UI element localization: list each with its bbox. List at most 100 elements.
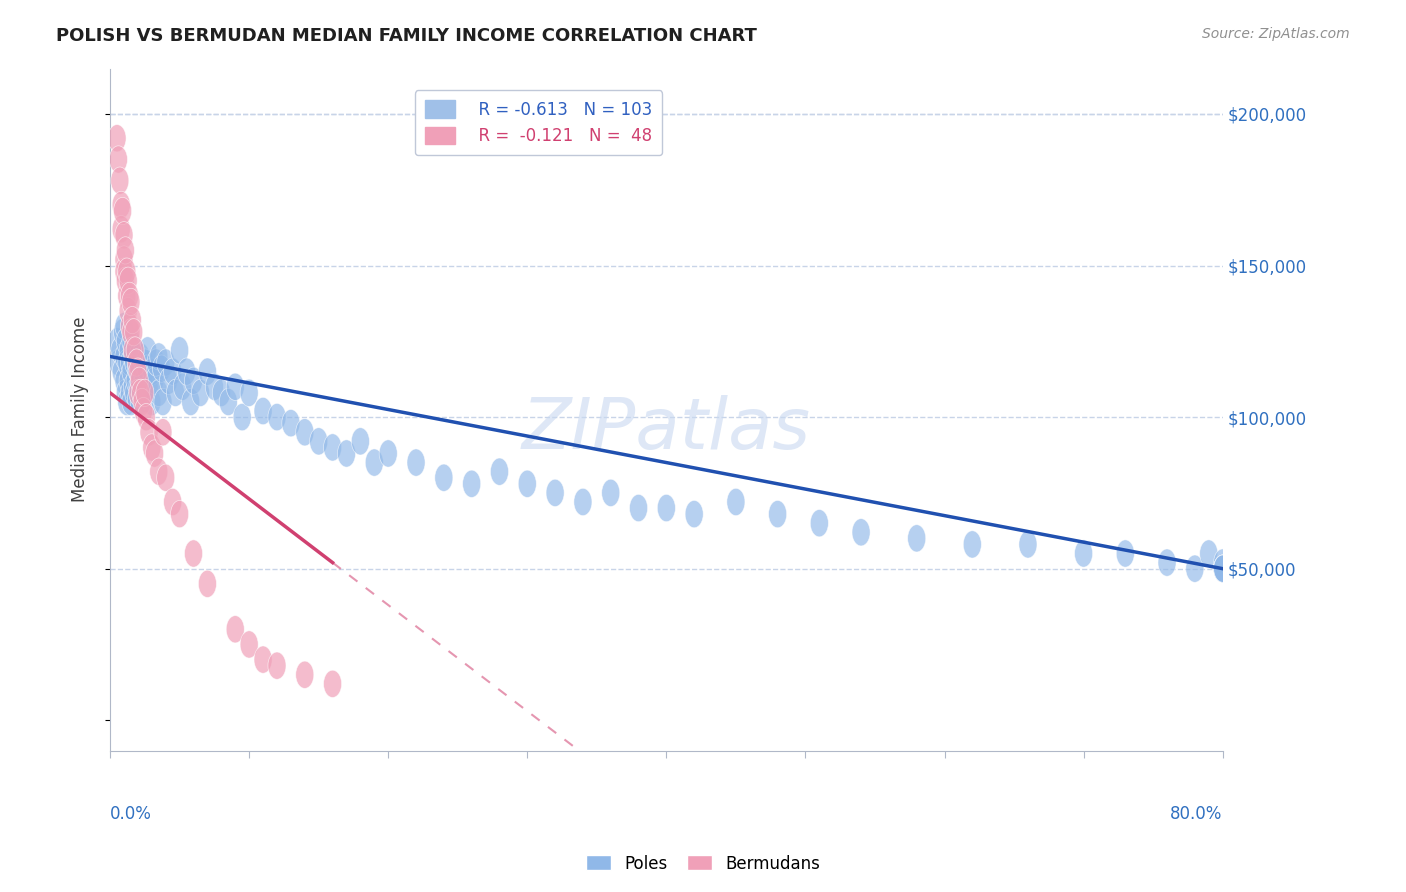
Ellipse shape [963,531,981,558]
Ellipse shape [143,434,160,461]
Ellipse shape [132,379,149,407]
Ellipse shape [115,221,134,249]
Ellipse shape [115,246,134,273]
Y-axis label: Median Family Income: Median Family Income [72,317,89,502]
Ellipse shape [1019,531,1038,558]
Ellipse shape [434,464,453,491]
Legend: Poles, Bermudans: Poles, Bermudans [579,848,827,880]
Ellipse shape [120,297,138,325]
Ellipse shape [131,388,148,416]
Ellipse shape [124,337,142,364]
Ellipse shape [121,349,139,376]
Ellipse shape [135,368,152,394]
Ellipse shape [127,337,145,364]
Ellipse shape [519,470,536,498]
Ellipse shape [226,373,245,401]
Ellipse shape [143,358,160,385]
Ellipse shape [166,379,184,407]
Ellipse shape [124,343,142,370]
Ellipse shape [295,661,314,689]
Ellipse shape [281,409,299,437]
Ellipse shape [254,646,273,673]
Ellipse shape [198,358,217,385]
Ellipse shape [115,343,134,370]
Ellipse shape [129,379,148,407]
Ellipse shape [219,388,238,416]
Ellipse shape [269,403,285,431]
Ellipse shape [118,388,136,416]
Ellipse shape [323,670,342,698]
Ellipse shape [120,267,138,294]
Ellipse shape [852,518,870,546]
Ellipse shape [380,440,398,467]
Ellipse shape [136,385,153,413]
Ellipse shape [111,167,129,194]
Ellipse shape [114,318,132,346]
Ellipse shape [136,349,153,376]
Ellipse shape [111,337,129,364]
Ellipse shape [135,398,152,425]
Ellipse shape [127,337,145,364]
Ellipse shape [115,258,134,285]
Ellipse shape [132,379,149,407]
Ellipse shape [136,379,153,407]
Ellipse shape [254,398,273,425]
Ellipse shape [112,358,131,385]
Ellipse shape [117,327,135,355]
Ellipse shape [173,373,191,401]
Ellipse shape [146,440,163,467]
Ellipse shape [149,379,167,407]
Ellipse shape [191,379,209,407]
Ellipse shape [685,500,703,528]
Ellipse shape [1213,555,1232,582]
Ellipse shape [115,368,134,394]
Ellipse shape [134,388,150,416]
Ellipse shape [658,494,675,522]
Ellipse shape [269,652,285,680]
Ellipse shape [139,337,156,364]
Ellipse shape [406,449,425,476]
Ellipse shape [110,145,128,173]
Ellipse shape [132,343,149,370]
Ellipse shape [366,449,384,476]
Ellipse shape [1185,555,1204,582]
Ellipse shape [295,418,314,446]
Text: 80.0%: 80.0% [1170,805,1223,823]
Ellipse shape [134,361,150,388]
Ellipse shape [125,318,143,346]
Ellipse shape [205,373,224,401]
Ellipse shape [602,479,620,507]
Ellipse shape [149,343,167,370]
Ellipse shape [143,388,160,416]
Ellipse shape [226,615,245,643]
Ellipse shape [117,236,135,264]
Text: POLISH VS BERMUDAN MEDIAN FAMILY INCOME CORRELATION CHART: POLISH VS BERMUDAN MEDIAN FAMILY INCOME … [56,27,756,45]
Ellipse shape [163,488,181,516]
Ellipse shape [184,540,202,567]
Ellipse shape [630,494,648,522]
Ellipse shape [170,500,188,528]
Ellipse shape [153,418,172,446]
Ellipse shape [184,368,202,394]
Ellipse shape [128,385,146,413]
Ellipse shape [125,379,143,407]
Ellipse shape [108,327,127,355]
Ellipse shape [122,358,141,385]
Ellipse shape [1213,555,1232,582]
Ellipse shape [120,337,138,364]
Ellipse shape [1116,540,1135,567]
Ellipse shape [352,427,370,455]
Ellipse shape [1213,555,1232,582]
Ellipse shape [163,358,181,385]
Ellipse shape [463,470,481,498]
Ellipse shape [118,349,136,376]
Ellipse shape [727,488,745,516]
Ellipse shape [141,373,157,401]
Ellipse shape [121,312,139,340]
Ellipse shape [156,464,174,491]
Ellipse shape [117,379,135,407]
Ellipse shape [491,458,509,485]
Ellipse shape [120,368,138,394]
Ellipse shape [146,368,163,394]
Ellipse shape [129,358,148,385]
